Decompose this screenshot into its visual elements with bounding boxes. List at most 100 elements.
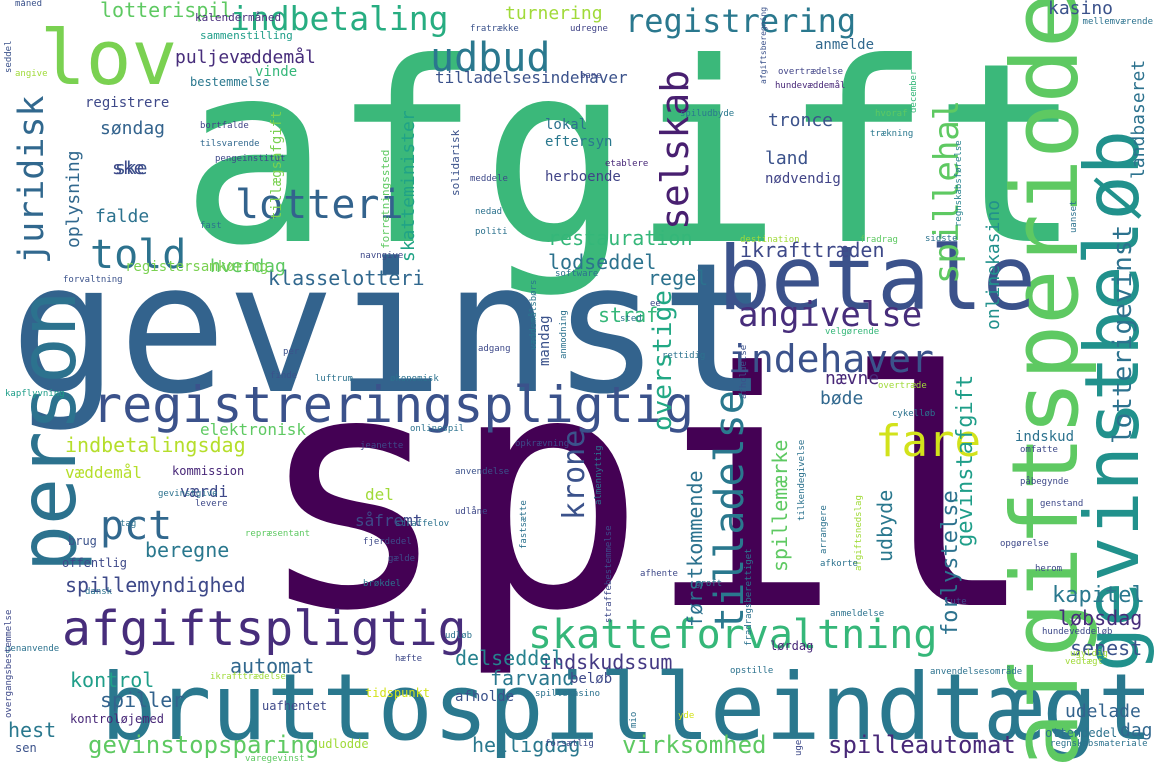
- cloud-word: overgangsbestemmelse: [4, 609, 14, 718]
- cloud-word: yde: [678, 711, 695, 721]
- cloud-word: almennyttig: [594, 445, 604, 505]
- cloud-word: måned: [15, 0, 43, 9]
- cloud-word: mellemværende: [1082, 17, 1153, 27]
- cloud-word: ugyldig: [1070, 649, 1108, 659]
- cloud-word: genanvende: [5, 644, 60, 654]
- cloud-word: mandag: [537, 315, 553, 366]
- cloud-word: senest: [1070, 636, 1143, 660]
- cloud-word: cykelløb: [892, 409, 936, 419]
- cloud-word: omfatte: [1020, 445, 1058, 455]
- cloud-word: bestemmelse: [190, 75, 270, 89]
- cloud-word: hvoraf: [875, 109, 908, 119]
- cloud-word: registersamkøring: [125, 259, 269, 275]
- cloud-word: varegevinst: [245, 754, 305, 764]
- cloud-word: fradrag: [860, 235, 898, 245]
- cloud-word: beløb: [570, 671, 613, 687]
- cloud-word: spillemærke: [768, 439, 792, 572]
- cloud-word: uge: [794, 739, 804, 756]
- cloud-word: fare: [875, 416, 981, 467]
- cloud-word: kapflyvning: [5, 389, 65, 399]
- cloud-word: opkrævning: [515, 439, 570, 449]
- cloud-word: kapitel: [1052, 583, 1145, 608]
- cloud-word: lotteri: [235, 182, 404, 228]
- cloud-word: udbyde: [873, 489, 897, 562]
- cloud-word: tronce: [768, 110, 834, 131]
- cloud-word: spillekasino: [535, 689, 601, 699]
- cloud-word: værdi: [180, 482, 229, 501]
- cloud-word: udregne: [570, 24, 608, 34]
- cloud-word: nødvendig: [765, 171, 841, 187]
- cloud-word: afholdelse: [739, 344, 749, 399]
- cloud-word: bortfalde: [200, 121, 249, 131]
- cloud-word: bane: [580, 71, 602, 81]
- cloud-word: registrering: [625, 2, 857, 40]
- cloud-word: rettidig: [662, 351, 706, 361]
- cloud-word: fjerdedel: [363, 537, 412, 547]
- cloud-word: anvendelsesområde: [930, 667, 1023, 677]
- cloud-word: land: [765, 148, 809, 169]
- cloud-word: overtrædelse: [778, 67, 844, 77]
- cloud-word: solidarisk: [449, 129, 462, 196]
- cloud-word: kommission: [172, 464, 245, 478]
- cloud-word: indskudssum: [540, 650, 673, 674]
- cloud-word: gevinst: [10, 225, 769, 434]
- cloud-word: kasino: [1048, 0, 1114, 19]
- cloud-word: gevinstgive: [158, 489, 218, 499]
- cloud-word: påbegynde: [1020, 477, 1069, 487]
- cloud-word: helligdag: [472, 733, 581, 757]
- cloud-word: spil: [255, 303, 1038, 682]
- cloud-word: indskud: [1015, 429, 1075, 445]
- cloud-word: udlodde: [318, 737, 369, 751]
- cloud-word: anvendelse: [455, 467, 510, 477]
- cloud-word: væddemålsbørs: [529, 279, 539, 350]
- cloud-word: fast: [200, 221, 222, 231]
- cloud-word: jeanette: [360, 441, 404, 451]
- cloud-word: automat: [230, 654, 315, 678]
- cloud-word: regnskabsførelse: [954, 140, 964, 227]
- cloud-word: udlåne: [455, 507, 488, 517]
- cloud-word: afgiftspligtig: [62, 601, 467, 657]
- cloud-word: oplysning: [63, 150, 84, 248]
- cloud-word: kontrol: [70, 668, 155, 692]
- cloud-word: genstand: [1040, 499, 1084, 509]
- cloud-word: destination: [740, 235, 800, 245]
- cloud-word: trækning: [870, 129, 914, 139]
- cloud-word: pct: [100, 503, 173, 549]
- cloud-word: spiller: [100, 688, 185, 712]
- cloud-word: afkorte: [820, 559, 858, 569]
- cloud-word: indbetaling: [230, 0, 449, 38]
- cloud-word: forsætlig: [545, 739, 594, 749]
- cloud-word: lotterispil: [100, 0, 233, 22]
- cloud-word: hundeveddeløb: [1042, 627, 1113, 637]
- cloud-word: nedad: [475, 207, 503, 217]
- cloud-word: straffebestemmelse: [604, 525, 614, 623]
- cloud-word: gevinstopsparing: [88, 731, 320, 759]
- cloud-word: indbetalingsdag: [65, 433, 246, 457]
- cloud-word: sammenstilling: [200, 29, 293, 42]
- cloud-word: spillemyndighed: [65, 573, 246, 597]
- cloud-word: groft: [695, 579, 723, 589]
- cloud-word: afgift: [180, 9, 1084, 300]
- cloud-word: angive: [15, 69, 48, 79]
- cloud-word: skatteforvaltning: [528, 612, 938, 658]
- cloud-word: sidste: [925, 234, 958, 244]
- cloud-word: offentlig: [62, 556, 128, 570]
- cloud-word: herboende: [545, 169, 621, 185]
- cloud-word: anmodning: [559, 310, 569, 359]
- cloud-word: forretningssted: [379, 149, 392, 249]
- cloud-word: ottendedel: [1045, 726, 1118, 740]
- cloud-word: såfremt: [355, 511, 423, 530]
- cloud-word: hverdag: [210, 256, 286, 277]
- cloud-word: klasselotteri: [268, 266, 425, 290]
- cloud-word: lokal: [545, 117, 588, 133]
- cloud-word: spilleautomat: [828, 731, 1016, 759]
- cloud-word: del: [365, 485, 394, 504]
- cloud-word: dansk: [85, 587, 113, 597]
- cloud-word: etablere: [605, 159, 649, 169]
- cloud-word: nævne: [825, 368, 880, 389]
- cloud-word: luftrum: [315, 374, 353, 384]
- cloud-word: hest: [8, 718, 57, 742]
- cloud-word: politi: [475, 227, 508, 237]
- cloud-word: ske: [112, 158, 145, 179]
- cloud-word: navngive: [360, 251, 404, 261]
